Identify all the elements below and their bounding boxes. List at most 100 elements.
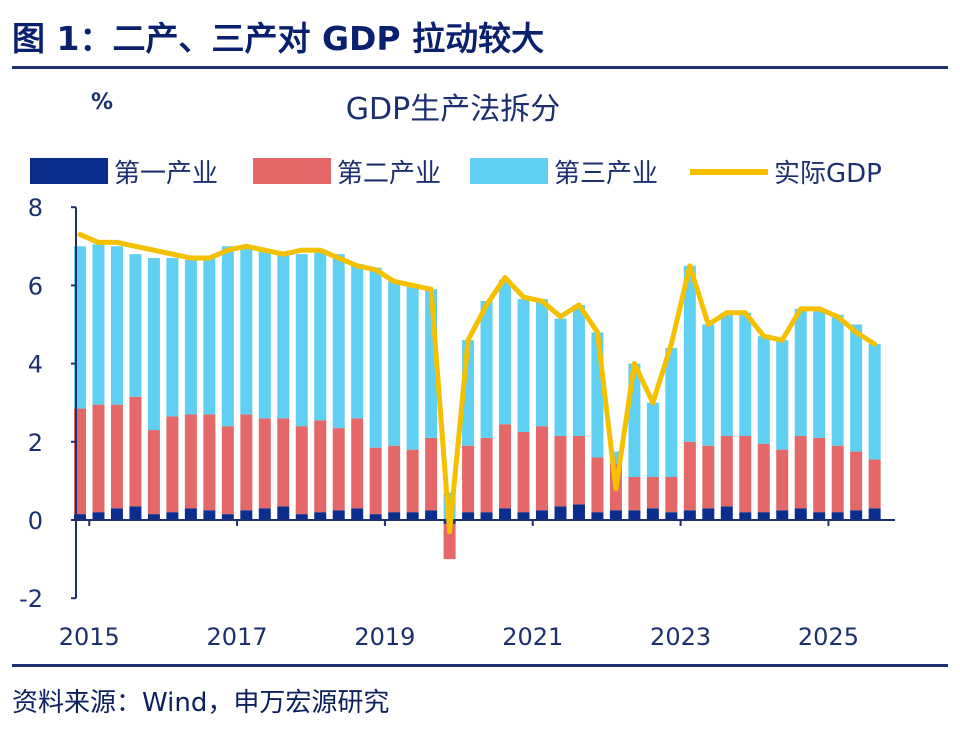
bar-segment bbox=[351, 263, 364, 419]
gdp-point bbox=[188, 255, 194, 261]
bar-segment bbox=[258, 418, 271, 509]
y-tick-label: 4 bbox=[28, 351, 43, 379]
bar-segment bbox=[110, 508, 123, 520]
bar-segment bbox=[129, 506, 142, 520]
gdp-point bbox=[687, 263, 693, 269]
bar-segment bbox=[406, 285, 419, 450]
bar-segment bbox=[609, 510, 622, 520]
bar-segment bbox=[184, 414, 197, 509]
bar-segment bbox=[74, 514, 86, 520]
bar-segment bbox=[406, 449, 419, 513]
bar-segment bbox=[609, 451, 622, 464]
bar-segment bbox=[591, 512, 604, 520]
gdp-point bbox=[225, 247, 231, 253]
y-tick-label: 2 bbox=[28, 429, 43, 457]
gdp-point bbox=[336, 255, 342, 261]
bar-segment bbox=[221, 246, 234, 427]
bar-segment bbox=[203, 414, 216, 511]
legend-label: 第一产业 bbox=[114, 159, 218, 189]
gdp-point bbox=[502, 275, 508, 281]
bar-segment bbox=[757, 443, 770, 513]
y-axis-unit-label: % bbox=[91, 90, 113, 115]
bar-segment bbox=[332, 428, 345, 511]
gdp-point bbox=[779, 337, 785, 343]
bar-segment bbox=[369, 267, 382, 448]
gdp-point bbox=[761, 333, 767, 339]
gdp-point bbox=[650, 400, 656, 406]
bar-segment bbox=[295, 426, 308, 515]
bar-segment bbox=[388, 281, 401, 446]
chart-title: GDP生产法拆分 bbox=[346, 92, 560, 127]
bar-segment bbox=[702, 324, 715, 446]
bar-segment bbox=[665, 476, 678, 513]
bar-segment bbox=[406, 512, 419, 520]
bar-segment bbox=[813, 308, 826, 438]
bar-segment bbox=[221, 426, 234, 515]
bar-segment bbox=[794, 308, 807, 436]
legend: 第一产业 第二产业 第三产业 实际GDP bbox=[30, 158, 882, 189]
gdp-point bbox=[631, 361, 637, 367]
bar-segment bbox=[332, 254, 345, 429]
gdp-point bbox=[853, 329, 859, 335]
bar-segment bbox=[536, 426, 548, 511]
bar-segment bbox=[295, 254, 308, 427]
bar-segment bbox=[480, 437, 493, 513]
bar-segment bbox=[166, 416, 179, 513]
gdp-point bbox=[557, 314, 563, 320]
bar-segment bbox=[646, 402, 659, 477]
bar-segment bbox=[240, 246, 253, 415]
gdp-point bbox=[262, 247, 268, 253]
bar-segment bbox=[203, 510, 216, 520]
gdp-point bbox=[243, 243, 249, 249]
gdp-point bbox=[668, 341, 674, 347]
gdp-point bbox=[77, 232, 83, 238]
x-tick-label: 2021 bbox=[502, 623, 563, 651]
gdp-point bbox=[484, 302, 490, 308]
bar-segment bbox=[147, 514, 160, 520]
gdp-point bbox=[132, 243, 138, 249]
bar-segment bbox=[369, 514, 382, 520]
x-tick-label: 2025 bbox=[798, 623, 859, 651]
gdp-point bbox=[354, 263, 360, 269]
axes: -2 0 2 4 6 8 2015 2017 2019 2021 2023 2025 bbox=[19, 194, 895, 651]
bar-segment bbox=[591, 457, 604, 513]
bar-segment bbox=[720, 312, 733, 436]
bar-segment bbox=[314, 420, 327, 513]
legend-label: 第三产业 bbox=[554, 159, 658, 189]
bar-segment bbox=[314, 512, 327, 520]
gdp-point bbox=[724, 310, 730, 316]
gdp-point bbox=[299, 247, 305, 253]
bar-segment bbox=[425, 510, 438, 520]
bar-segment bbox=[702, 445, 715, 509]
x-tick-label: 2015 bbox=[59, 623, 120, 651]
bar-segment bbox=[628, 476, 641, 511]
bar-segment bbox=[572, 435, 585, 505]
bar-segment bbox=[720, 435, 733, 507]
gdp-point bbox=[280, 251, 286, 257]
bar-segment bbox=[203, 258, 216, 415]
y-tick-label: 0 bbox=[28, 507, 43, 535]
bar-segment bbox=[665, 347, 678, 477]
bar-segment bbox=[129, 254, 142, 397]
bar-segment bbox=[351, 418, 364, 509]
bar-segment bbox=[388, 512, 401, 520]
bar-segment bbox=[314, 250, 327, 421]
bar-segment bbox=[683, 510, 696, 520]
bar-segment bbox=[129, 396, 142, 507]
bar-segment bbox=[850, 510, 863, 520]
gdp-line-layer bbox=[77, 232, 878, 535]
bar-segment bbox=[572, 304, 585, 436]
legend-swatch-1 bbox=[30, 158, 108, 184]
bar-segment bbox=[425, 437, 438, 511]
gdp-point bbox=[428, 286, 434, 292]
bar-segment bbox=[277, 254, 290, 419]
bar-segment bbox=[831, 512, 844, 520]
bar-segment bbox=[443, 523, 456, 560]
gdp-point bbox=[206, 255, 212, 261]
bar-segment bbox=[462, 445, 475, 513]
bar-segment bbox=[166, 258, 179, 417]
bar-segment bbox=[184, 259, 197, 415]
bar-segment bbox=[572, 504, 585, 520]
bar-segment bbox=[868, 459, 881, 509]
bar-segment bbox=[831, 445, 844, 513]
